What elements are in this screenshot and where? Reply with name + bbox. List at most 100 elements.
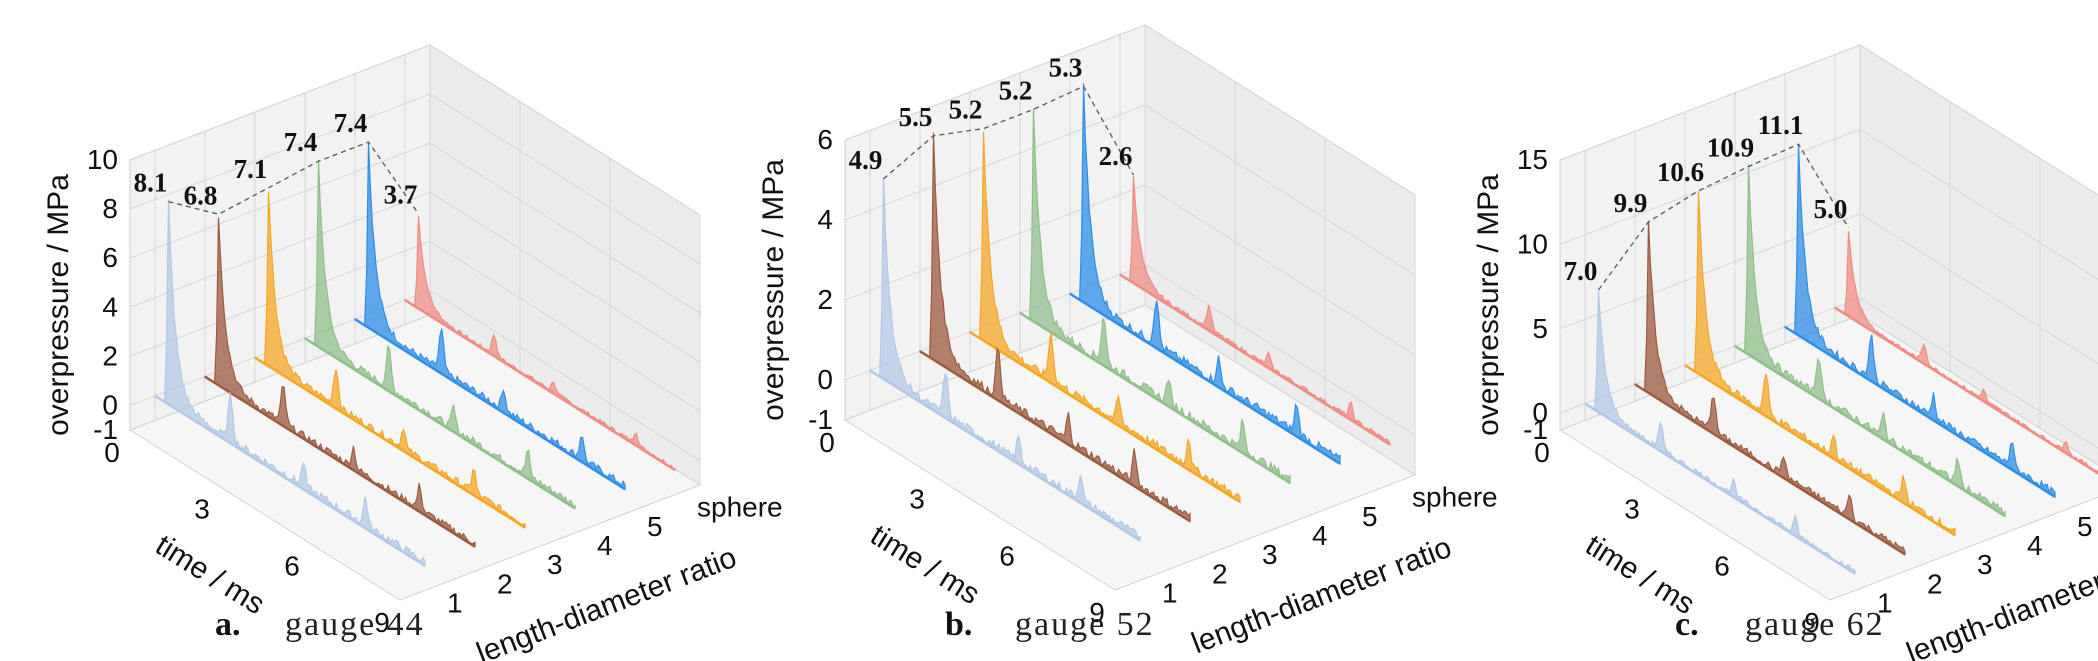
series-2-baseline — [204, 375, 476, 548]
x-axis-label: time / ms — [150, 529, 271, 621]
peak-label-3: 5.2 — [949, 95, 983, 125]
series-4-baseline — [1734, 344, 2006, 518]
caption-letter: a. — [215, 606, 241, 643]
chart-panel-2: 4.95.5 5.25.25.32.6-10246036912345sphereo… — [757, 24, 1498, 660]
peak-label-5: 5.3 — [1049, 52, 1083, 82]
caption-text: gauge 62 — [1745, 606, 1885, 643]
x-axis-label: time / ms — [865, 519, 986, 611]
x-tick: 3 — [194, 494, 210, 525]
series-1-baseline — [1584, 402, 1856, 575]
z-tick: 6 — [817, 124, 833, 155]
series-3-baseline — [1684, 364, 1956, 537]
z-tick: 10 — [87, 144, 118, 175]
z-tick: -1 — [93, 414, 118, 445]
x-tick: 0 — [819, 427, 835, 458]
peak-label-4: 7.4 — [284, 127, 318, 157]
series-3-baseline — [969, 331, 1241, 504]
peak-label-4: 5.2 — [999, 75, 1033, 105]
series-2-baseline — [919, 350, 1191, 523]
peak-label-2: 6.8 — [184, 180, 218, 210]
panes — [128, 44, 702, 601]
z-axis-label: overpressure / MPa — [757, 159, 790, 421]
x-tick: 3 — [1624, 494, 1640, 525]
y-tick: 2 — [1927, 568, 1943, 599]
y-tick: 5 — [1362, 501, 1378, 532]
peak-label-1: 4.9 — [849, 145, 883, 175]
y-tick: 3 — [547, 549, 563, 580]
z-tick: 8 — [102, 193, 118, 224]
x-tick: 0 — [1534, 437, 1550, 468]
series-1-area — [154, 199, 426, 567]
series-4-area — [1734, 164, 2006, 518]
x-tick: 9 — [374, 607, 390, 638]
z-tick: 15 — [1517, 144, 1548, 175]
y-tick: 5 — [647, 511, 663, 542]
series-3-area — [1684, 192, 1956, 537]
series-4-baseline — [304, 337, 576, 510]
series-3-area — [969, 131, 1241, 504]
y-tick: 3 — [1977, 549, 1993, 580]
peak-label-2: 9.9 — [1614, 188, 1648, 218]
series-5-baseline — [1784, 325, 2056, 498]
series-2-baseline — [1634, 383, 1906, 556]
x-tick: 9 — [1804, 607, 1820, 638]
x-tick: 6 — [1714, 550, 1730, 581]
y-tick: 4 — [597, 530, 613, 561]
x-tick: 9 — [1089, 597, 1105, 628]
z-tick: 5 — [1532, 313, 1548, 344]
peak-label-1: 7.0 — [1564, 256, 1598, 286]
z-tick: 6 — [102, 242, 118, 273]
peak-label-sphere: 5.0 — [1814, 194, 1848, 224]
peak-label-5: 11.1 — [1758, 110, 1804, 140]
series-group — [154, 142, 676, 567]
peak-connector — [1597, 143, 1850, 291]
x-tick: 6 — [999, 540, 1015, 571]
y-tick: 3 — [1262, 539, 1278, 570]
z-tick: 0 — [1532, 397, 1548, 428]
series-1-baseline — [869, 369, 1141, 542]
z-tick: 0 — [817, 364, 833, 395]
series-3-area — [254, 191, 526, 529]
series-2-area — [204, 217, 476, 548]
series-1-area — [1584, 290, 1856, 575]
series-2-area — [1634, 220, 1906, 556]
series-3-baseline — [254, 356, 526, 529]
y-tick: 1 — [1162, 577, 1178, 608]
series-4-baseline — [1019, 311, 1291, 484]
series-5-baseline — [354, 318, 626, 491]
z-tick: 2 — [817, 284, 833, 315]
series-2-area — [919, 132, 1191, 523]
series-sphere-baseline — [1834, 306, 2098, 475]
series-sphere-area — [404, 215, 676, 472]
series-sphere-area — [1834, 231, 2098, 475]
y-tick: 5 — [2077, 511, 2093, 542]
y-tick: 4 — [2027, 530, 2043, 561]
peak-label-2: 5.5 — [899, 102, 933, 132]
z-tick: -1 — [1523, 414, 1548, 445]
caption-text: gauge 52 — [1015, 606, 1155, 643]
series-4-area — [304, 160, 576, 510]
peak-label-sphere: 3.7 — [384, 180, 418, 210]
y-tick: 2 — [497, 568, 513, 599]
y-tick: 2 — [1212, 558, 1228, 589]
peak-label-3: 7.1 — [234, 154, 268, 184]
chart-panel-1: 8.1 6.87.17.47.43.7-10246810036912345sphe… — [42, 44, 783, 661]
series-5-area — [1784, 145, 2056, 498]
z-tick: 2 — [102, 340, 118, 371]
series-1-baseline — [154, 394, 426, 567]
peak-label-1: 8.1 — [134, 168, 168, 198]
y-tick: 1 — [447, 587, 463, 618]
z-axis-label: overpressure / MPa — [42, 174, 75, 436]
x-tick: 0 — [104, 437, 120, 468]
caption-text: gauge 44 — [285, 606, 425, 643]
chart-panel-3: 7.09.910.610.911.15.0-1051015036912345sp… — [1472, 44, 2098, 661]
peak-label-4: 10.9 — [1707, 133, 1754, 163]
peak-label-5: 7.4 — [334, 108, 368, 138]
z-axis-label: overpressure / MPa — [1472, 174, 1505, 436]
x-tick: 3 — [909, 484, 925, 515]
y-tick: 1 — [1877, 587, 1893, 618]
z-tick: 4 — [817, 204, 833, 235]
z-tick: 10 — [1517, 228, 1548, 259]
series-4-area — [1019, 107, 1291, 485]
